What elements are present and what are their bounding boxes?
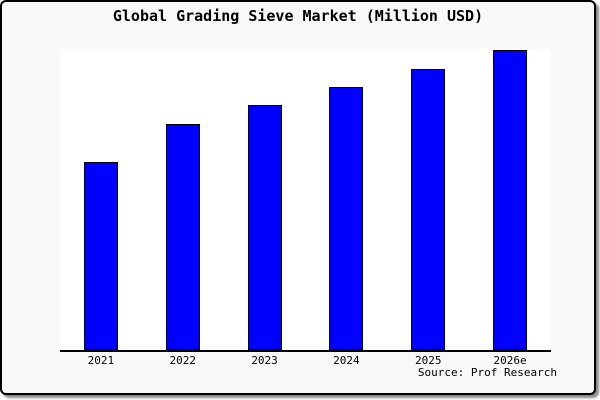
bars-container xyxy=(60,49,551,350)
x-tick-label-2021: 2021 xyxy=(87,354,115,367)
source-text: Source: Prof Research xyxy=(417,366,557,379)
x-axis-labels: 2021 2022 2023 2024 2025 2026e xyxy=(60,354,551,367)
bar-2026e xyxy=(493,50,528,350)
bar-slot xyxy=(387,49,469,350)
x-tick-label-2023: 2023 xyxy=(251,354,278,367)
x-tick-label-2024: 2024 xyxy=(333,354,360,367)
bar-slot xyxy=(60,49,142,350)
bar-slot xyxy=(142,49,224,350)
bar-slot xyxy=(305,49,387,350)
x-tick-label-2022: 2022 xyxy=(169,354,196,367)
x-tick-label-2025: 2025 xyxy=(414,354,442,367)
bar-2025 xyxy=(411,69,446,350)
plot-area xyxy=(60,49,551,352)
bar-2024 xyxy=(329,87,364,350)
bar-2022 xyxy=(165,124,200,350)
bar-slot xyxy=(224,49,306,350)
x-tick-label-2026e: 2026e xyxy=(493,354,527,367)
bar-slot xyxy=(469,49,551,350)
bar-2023 xyxy=(247,105,282,350)
chart-title: Global Grading Sieve Market (Million USD… xyxy=(112,7,484,25)
bar-2021 xyxy=(83,162,118,350)
